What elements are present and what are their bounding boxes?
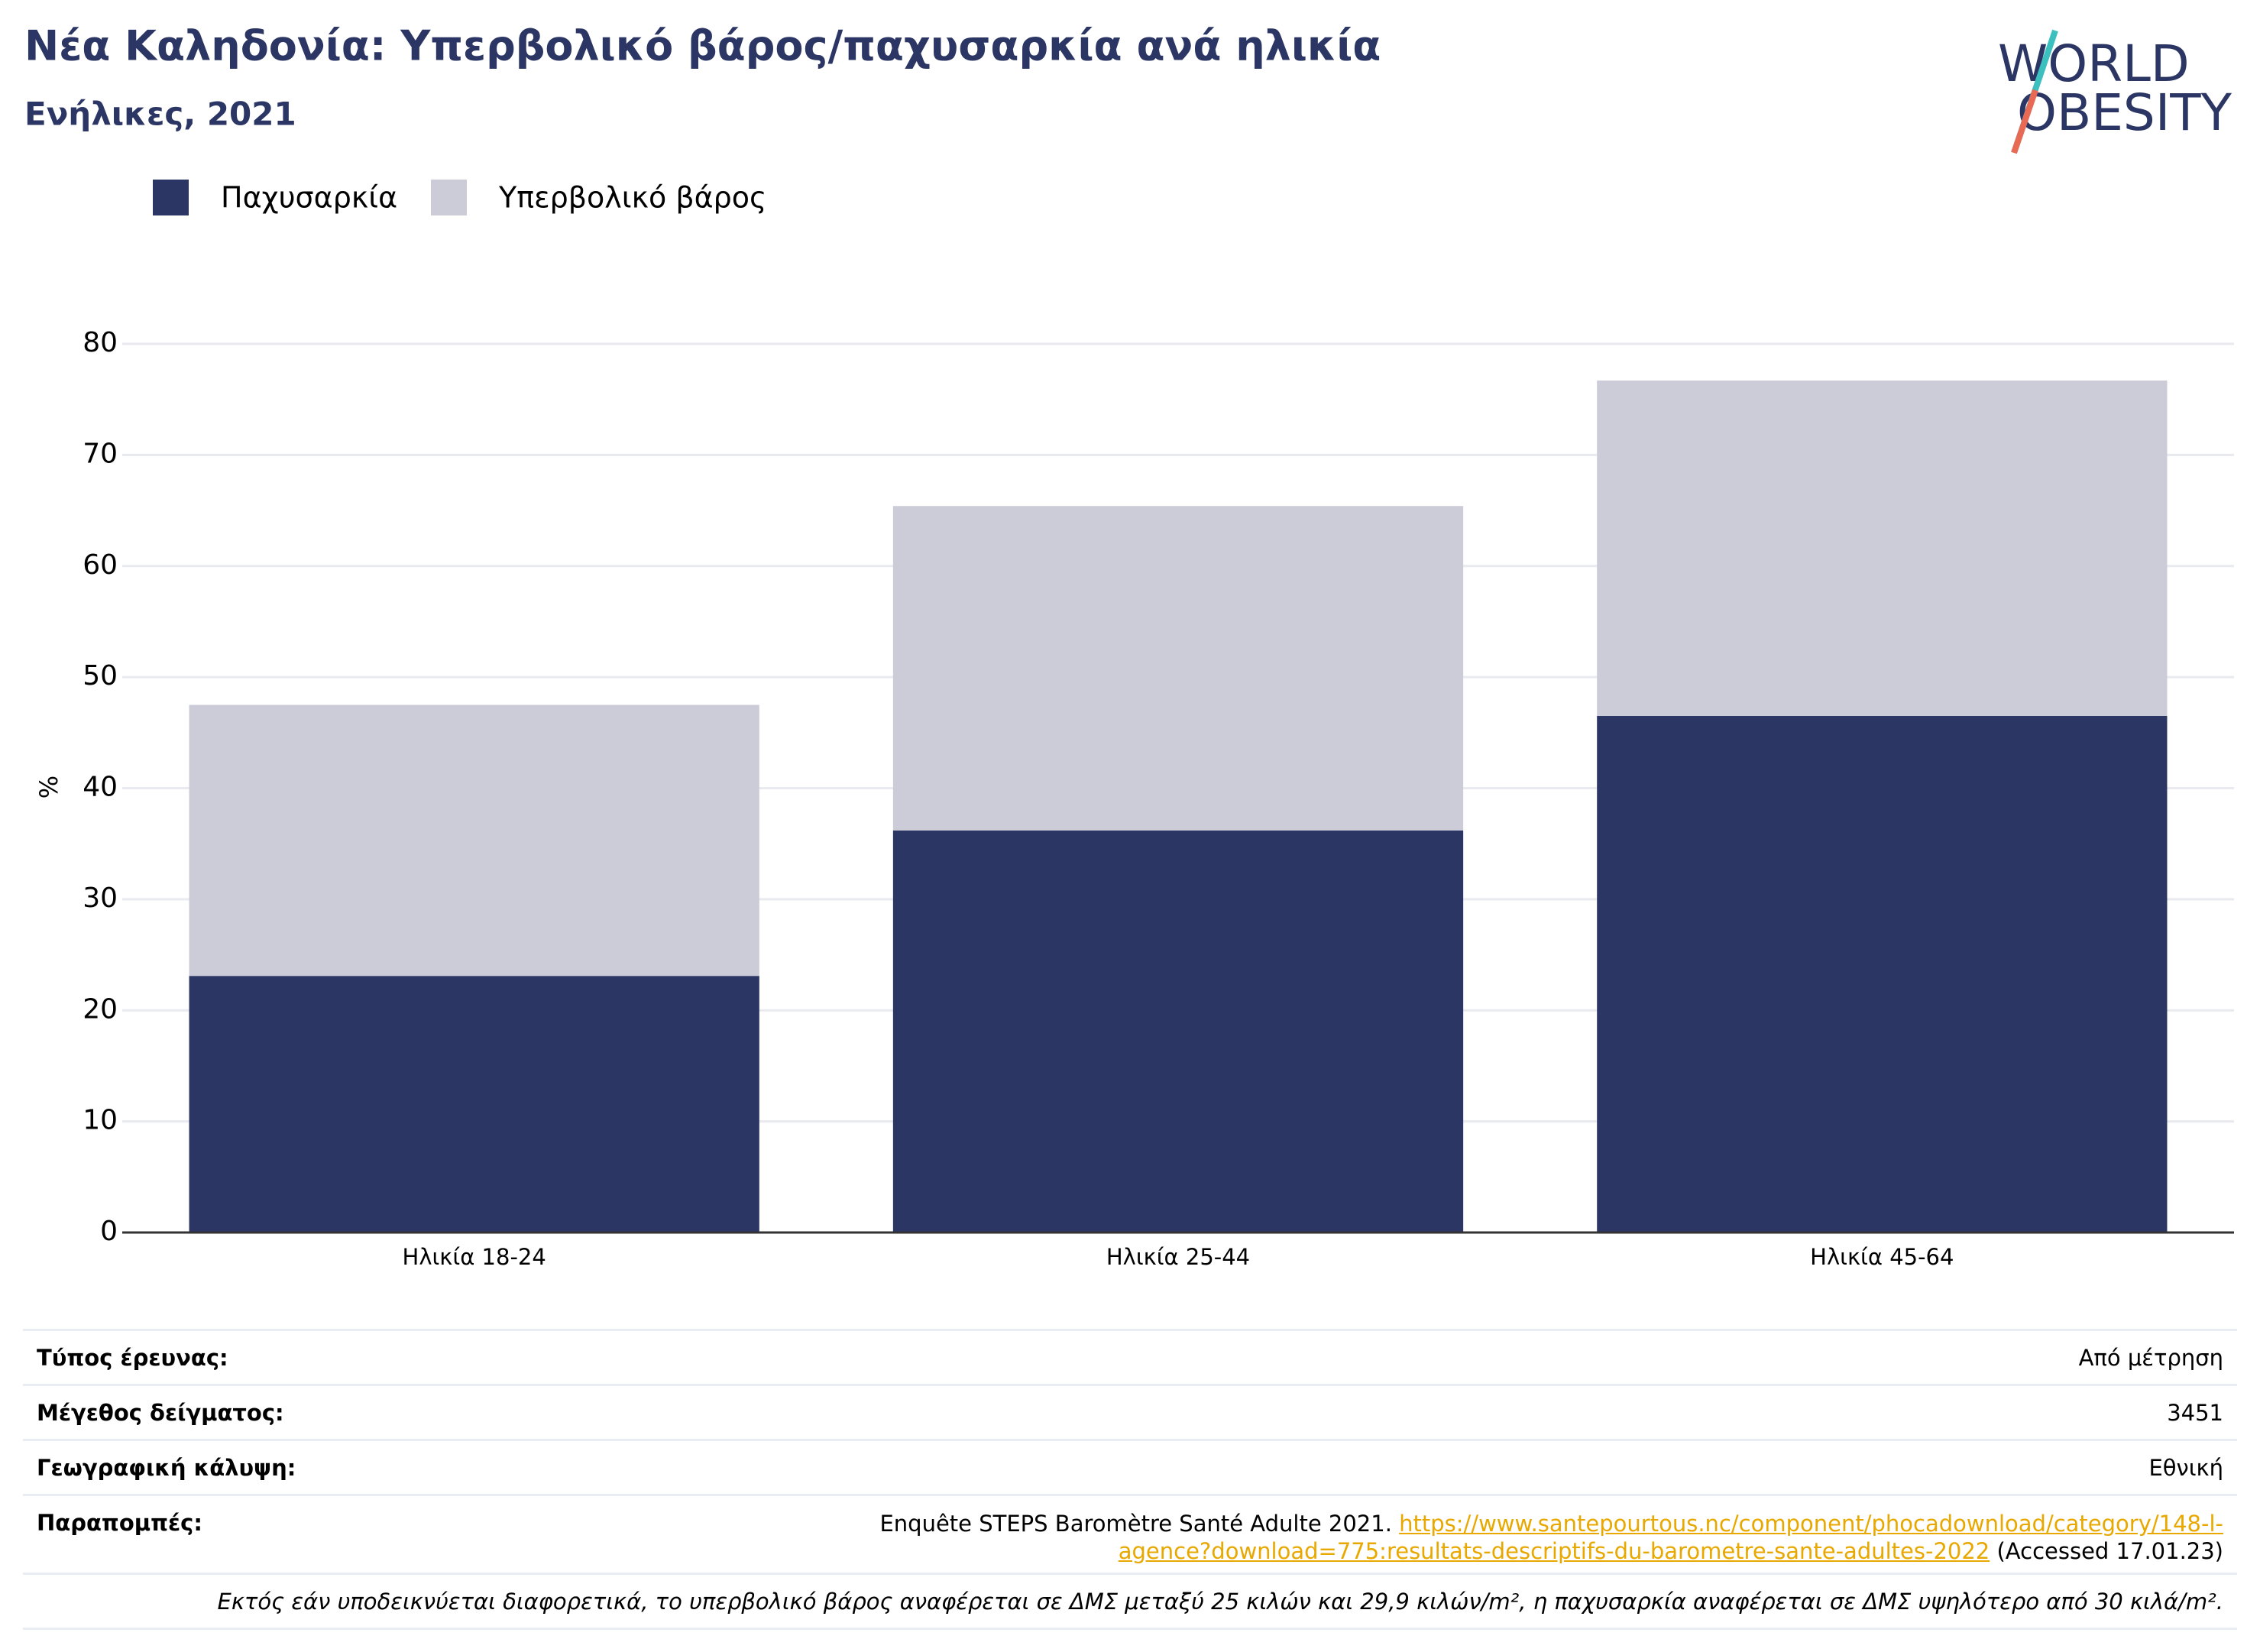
- bar-segment: [189, 976, 759, 1233]
- legend-swatch: [153, 180, 189, 215]
- row-value: Από μέτρηση: [2078, 1344, 2223, 1371]
- logo-bottom: OBESITY: [2017, 83, 2232, 142]
- row-value: Enquête STEPS Baromètre Santé Adulte 202…: [825, 1510, 2223, 1565]
- logo-top: WORLD: [1998, 34, 2190, 93]
- table-row: Παραπομπές: Enquête STEPS Baromètre Santé…: [23, 1494, 2237, 1573]
- x-tick-label: Ηλικία 18-24: [403, 1244, 546, 1270]
- row-key: Γεωγραφική κάλυψη:: [37, 1454, 296, 1481]
- bar-segment: [1597, 380, 2168, 717]
- row-key: Τύπος έρευνας:: [37, 1344, 228, 1371]
- logo-slash-bottom: [2011, 89, 2038, 154]
- y-tick-label: 60: [83, 549, 118, 581]
- legend-swatch: [431, 180, 467, 215]
- y-tick-label: 70: [83, 438, 118, 469]
- reference-accessed: (Accessed 17.01.23): [1996, 1538, 2223, 1564]
- y-axis-label: %: [34, 776, 63, 798]
- y-tick-label: 50: [83, 660, 118, 692]
- reference-link[interactable]: https://www.santepourtous.nc/component/p…: [1118, 1511, 2223, 1564]
- bar-segment: [892, 506, 1464, 831]
- info-table: Τύπος έρευνας: Από μέτρηση Μέγεθος δείγματ…: [23, 1329, 2237, 1630]
- y-tick-label: 10: [83, 1105, 118, 1136]
- y-tick-label: 0: [100, 1216, 118, 1247]
- table-row: Τύπος έρευνας: Από μέτρηση: [23, 1329, 2237, 1384]
- bar-segment: [892, 830, 1464, 1233]
- y-tick-label: 80: [83, 327, 118, 358]
- bar-segment: [189, 705, 759, 977]
- reference-text: Enquête STEPS Baromètre Santé Adulte 202…: [879, 1511, 1392, 1537]
- footnote: Εκτός εάν υποδεικνύεται διαφορετικά, το …: [23, 1573, 2237, 1630]
- x-tick-label: Ηλικία 45-64: [1810, 1244, 1954, 1270]
- chart-title: Νέα Καληδονία: Υπερβολικό βάρος/παχυσαρκ…: [24, 22, 1381, 70]
- row-value: 3451: [2167, 1399, 2223, 1426]
- x-tick-label: Ηλικία 25-44: [1106, 1244, 1250, 1270]
- y-tick-label: 30: [83, 883, 118, 914]
- table-row: Μέγεθος δείγματος: 3451: [23, 1384, 2237, 1439]
- chart-subtitle: Ενήλικες, 2021: [24, 96, 296, 133]
- bar-segment: [1597, 716, 2168, 1233]
- legend-label: Παχυσαρκία: [221, 181, 397, 215]
- y-tick-label: 20: [83, 993, 118, 1025]
- legend-label: Υπερβολικό βάρος: [498, 181, 766, 215]
- chart: Νέα Καληδονία: Υπερβολικό βάρος/παχυσαρκ…: [24, 22, 2234, 1270]
- row-value: Εθνική: [2148, 1454, 2223, 1481]
- row-key: Παραπομπές:: [37, 1510, 202, 1536]
- table-row: Γεωγραφική κάλυψη: Εθνική: [23, 1439, 2237, 1494]
- y-tick-label: 40: [83, 772, 118, 803]
- row-key: Μέγεθος δείγματος:: [37, 1399, 284, 1426]
